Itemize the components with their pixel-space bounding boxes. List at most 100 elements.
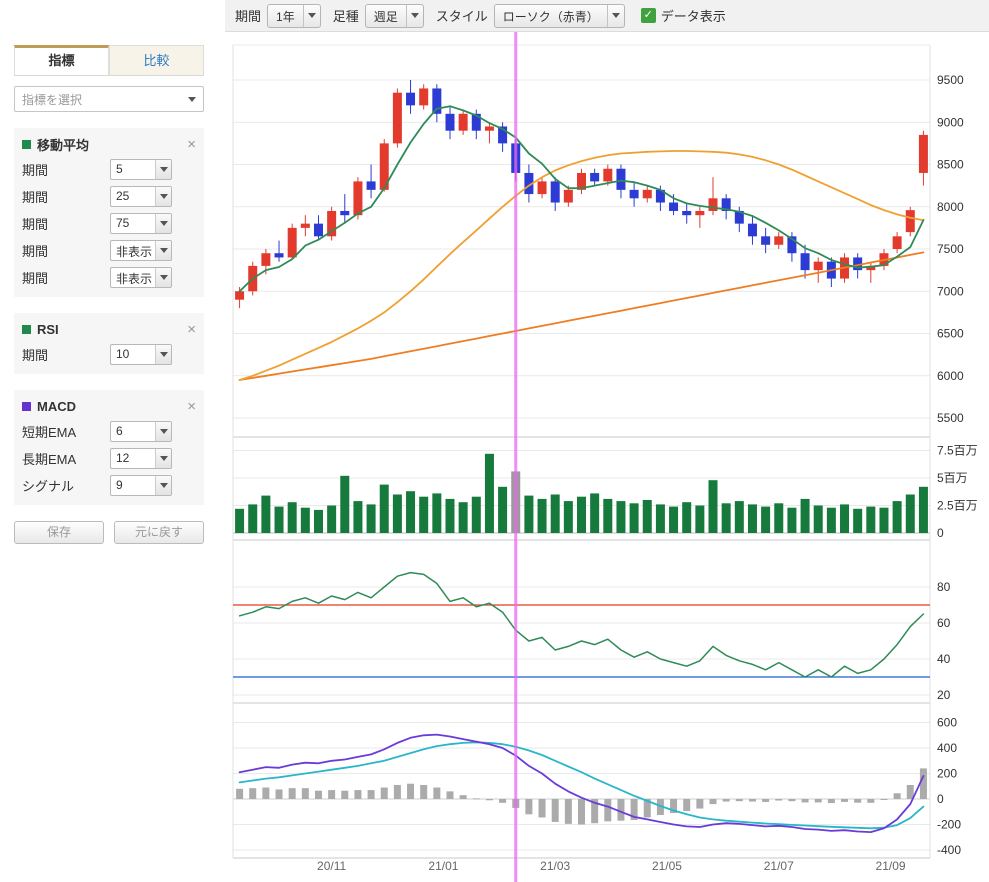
param-value: 非表示 xyxy=(111,241,155,260)
svg-text:6500: 6500 xyxy=(937,327,964,341)
reset-button[interactable]: 元に戻す xyxy=(114,521,204,544)
param-value: 非表示 xyxy=(111,268,155,287)
chevron-down-icon xyxy=(155,449,171,468)
section-title: MACD xyxy=(37,399,187,414)
indicator-select[interactable]: 指標を選択 xyxy=(14,86,204,112)
param-value: 5 xyxy=(111,160,155,179)
svg-text:7000: 7000 xyxy=(937,284,964,298)
chevron-down-icon xyxy=(406,5,423,27)
style-value: ローソク（赤青） xyxy=(495,5,607,27)
tab-compare[interactable]: 比較 xyxy=(109,45,204,75)
chart-toolbar: 期間 1年 足種 週足 スタイル ローソク（赤青） ✓ データ表示 xyxy=(225,0,989,32)
chevron-down-icon xyxy=(188,97,196,102)
section-title: RSI xyxy=(37,322,187,337)
indicator-sidebar: 指標 比較 指標を選択 移動平均 × 期間 5 期間 25 期間 xyxy=(14,45,204,544)
tab-indicators[interactable]: 指標 xyxy=(14,45,109,75)
svg-text:-400: -400 xyxy=(937,843,961,857)
svg-text:6000: 6000 xyxy=(937,369,964,383)
style-dropdown[interactable]: ローソク（赤青） xyxy=(494,4,625,28)
section-macd: MACD × 短期EMA 6 長期EMA 12 シグナル 9 xyxy=(14,390,204,505)
chevron-down-icon xyxy=(155,214,171,233)
svg-text:21/07: 21/07 xyxy=(764,859,794,873)
svg-text:21/01: 21/01 xyxy=(428,859,458,873)
chevron-down-icon xyxy=(155,422,171,441)
param-row: 期間 10 xyxy=(22,341,196,368)
indicator-color-swatch xyxy=(22,402,31,411)
param-value: 12 xyxy=(111,449,155,468)
svg-text:5500: 5500 xyxy=(937,411,964,425)
chevron-down-icon xyxy=(155,268,171,287)
style-label: スタイル xyxy=(436,6,488,25)
indicator-color-swatch xyxy=(22,325,31,334)
param-label: シグナル xyxy=(22,476,110,495)
chevron-down-icon xyxy=(155,160,171,179)
macd-long-ema-select[interactable]: 12 xyxy=(110,448,172,469)
macd-short-ema-select[interactable]: 6 xyxy=(110,421,172,442)
svg-text:21/05: 21/05 xyxy=(652,859,682,873)
svg-text:8000: 8000 xyxy=(937,200,964,214)
param-label: 期間 xyxy=(22,268,110,287)
checkbox-checked-icon: ✓ xyxy=(641,8,656,23)
period-dropdown[interactable]: 1年 xyxy=(267,4,321,28)
svg-text:20: 20 xyxy=(937,688,951,702)
ma-period-4-select[interactable]: 非表示 xyxy=(110,240,172,261)
svg-text:9000: 9000 xyxy=(937,115,964,129)
svg-text:40: 40 xyxy=(937,652,951,666)
chevron-down-icon xyxy=(155,187,171,206)
param-label: 期間 xyxy=(22,241,110,260)
param-value: 6 xyxy=(111,422,155,441)
param-value: 9 xyxy=(111,476,155,495)
close-icon[interactable]: × xyxy=(187,399,196,414)
close-icon[interactable]: × xyxy=(187,322,196,337)
ma-period-3-select[interactable]: 75 xyxy=(110,213,172,234)
param-row: 期間 非表示 xyxy=(22,237,196,264)
param-row: シグナル 9 xyxy=(22,472,196,499)
data-display-toggle[interactable]: ✓ データ表示 xyxy=(641,6,726,25)
svg-text:21/03: 21/03 xyxy=(540,859,570,873)
chevron-down-icon xyxy=(303,5,320,27)
svg-text:80: 80 xyxy=(937,580,951,594)
svg-text:200: 200 xyxy=(937,767,957,781)
macd-signal-select[interactable]: 9 xyxy=(110,475,172,496)
param-row: 期間 25 xyxy=(22,183,196,210)
period-value: 1年 xyxy=(268,5,303,27)
svg-text:20/11: 20/11 xyxy=(317,859,346,873)
svg-text:2.5百万: 2.5百万 xyxy=(937,499,978,513)
param-row: 期間 75 xyxy=(22,210,196,237)
chevron-down-icon xyxy=(155,345,171,364)
param-row: 長期EMA 12 xyxy=(22,445,196,472)
bartype-dropdown[interactable]: 週足 xyxy=(365,4,424,28)
param-label: 短期EMA xyxy=(22,422,110,441)
save-button[interactable]: 保存 xyxy=(14,521,104,544)
ma-period-5-select[interactable]: 非表示 xyxy=(110,267,172,288)
bartype-label: 足種 xyxy=(333,6,359,25)
section-title: 移動平均 xyxy=(37,135,187,154)
svg-text:8500: 8500 xyxy=(937,158,964,172)
param-row: 短期EMA 6 xyxy=(22,418,196,445)
sidebar-actions: 保存 元に戻す xyxy=(14,521,204,544)
sidebar-tabs: 指標 比較 xyxy=(14,45,204,76)
svg-text:0: 0 xyxy=(937,526,944,540)
svg-text:0: 0 xyxy=(937,792,944,806)
svg-text:-200: -200 xyxy=(937,818,961,832)
indicator-select-value: 指標を選択 xyxy=(22,91,82,108)
param-label: 期間 xyxy=(22,345,110,364)
stock-chart-canvas[interactable]: 9500900085008000750070006500600055007.5百… xyxy=(225,32,989,882)
close-icon[interactable]: × xyxy=(187,137,196,152)
param-label: 期間 xyxy=(22,160,110,179)
rsi-period-select[interactable]: 10 xyxy=(110,344,172,365)
ma-period-1-select[interactable]: 5 xyxy=(110,159,172,180)
param-value: 25 xyxy=(111,187,155,206)
svg-text:21/09: 21/09 xyxy=(876,859,906,873)
param-label: 長期EMA xyxy=(22,449,110,468)
param-value: 75 xyxy=(111,214,155,233)
chevron-down-icon xyxy=(155,241,171,260)
ma-period-2-select[interactable]: 25 xyxy=(110,186,172,207)
svg-text:400: 400 xyxy=(937,741,957,755)
param-label: 期間 xyxy=(22,187,110,206)
svg-text:7500: 7500 xyxy=(937,242,964,256)
indicator-color-swatch xyxy=(22,140,31,149)
param-value: 10 xyxy=(111,345,155,364)
param-row: 期間 非表示 xyxy=(22,264,196,291)
svg-text:600: 600 xyxy=(937,716,957,730)
